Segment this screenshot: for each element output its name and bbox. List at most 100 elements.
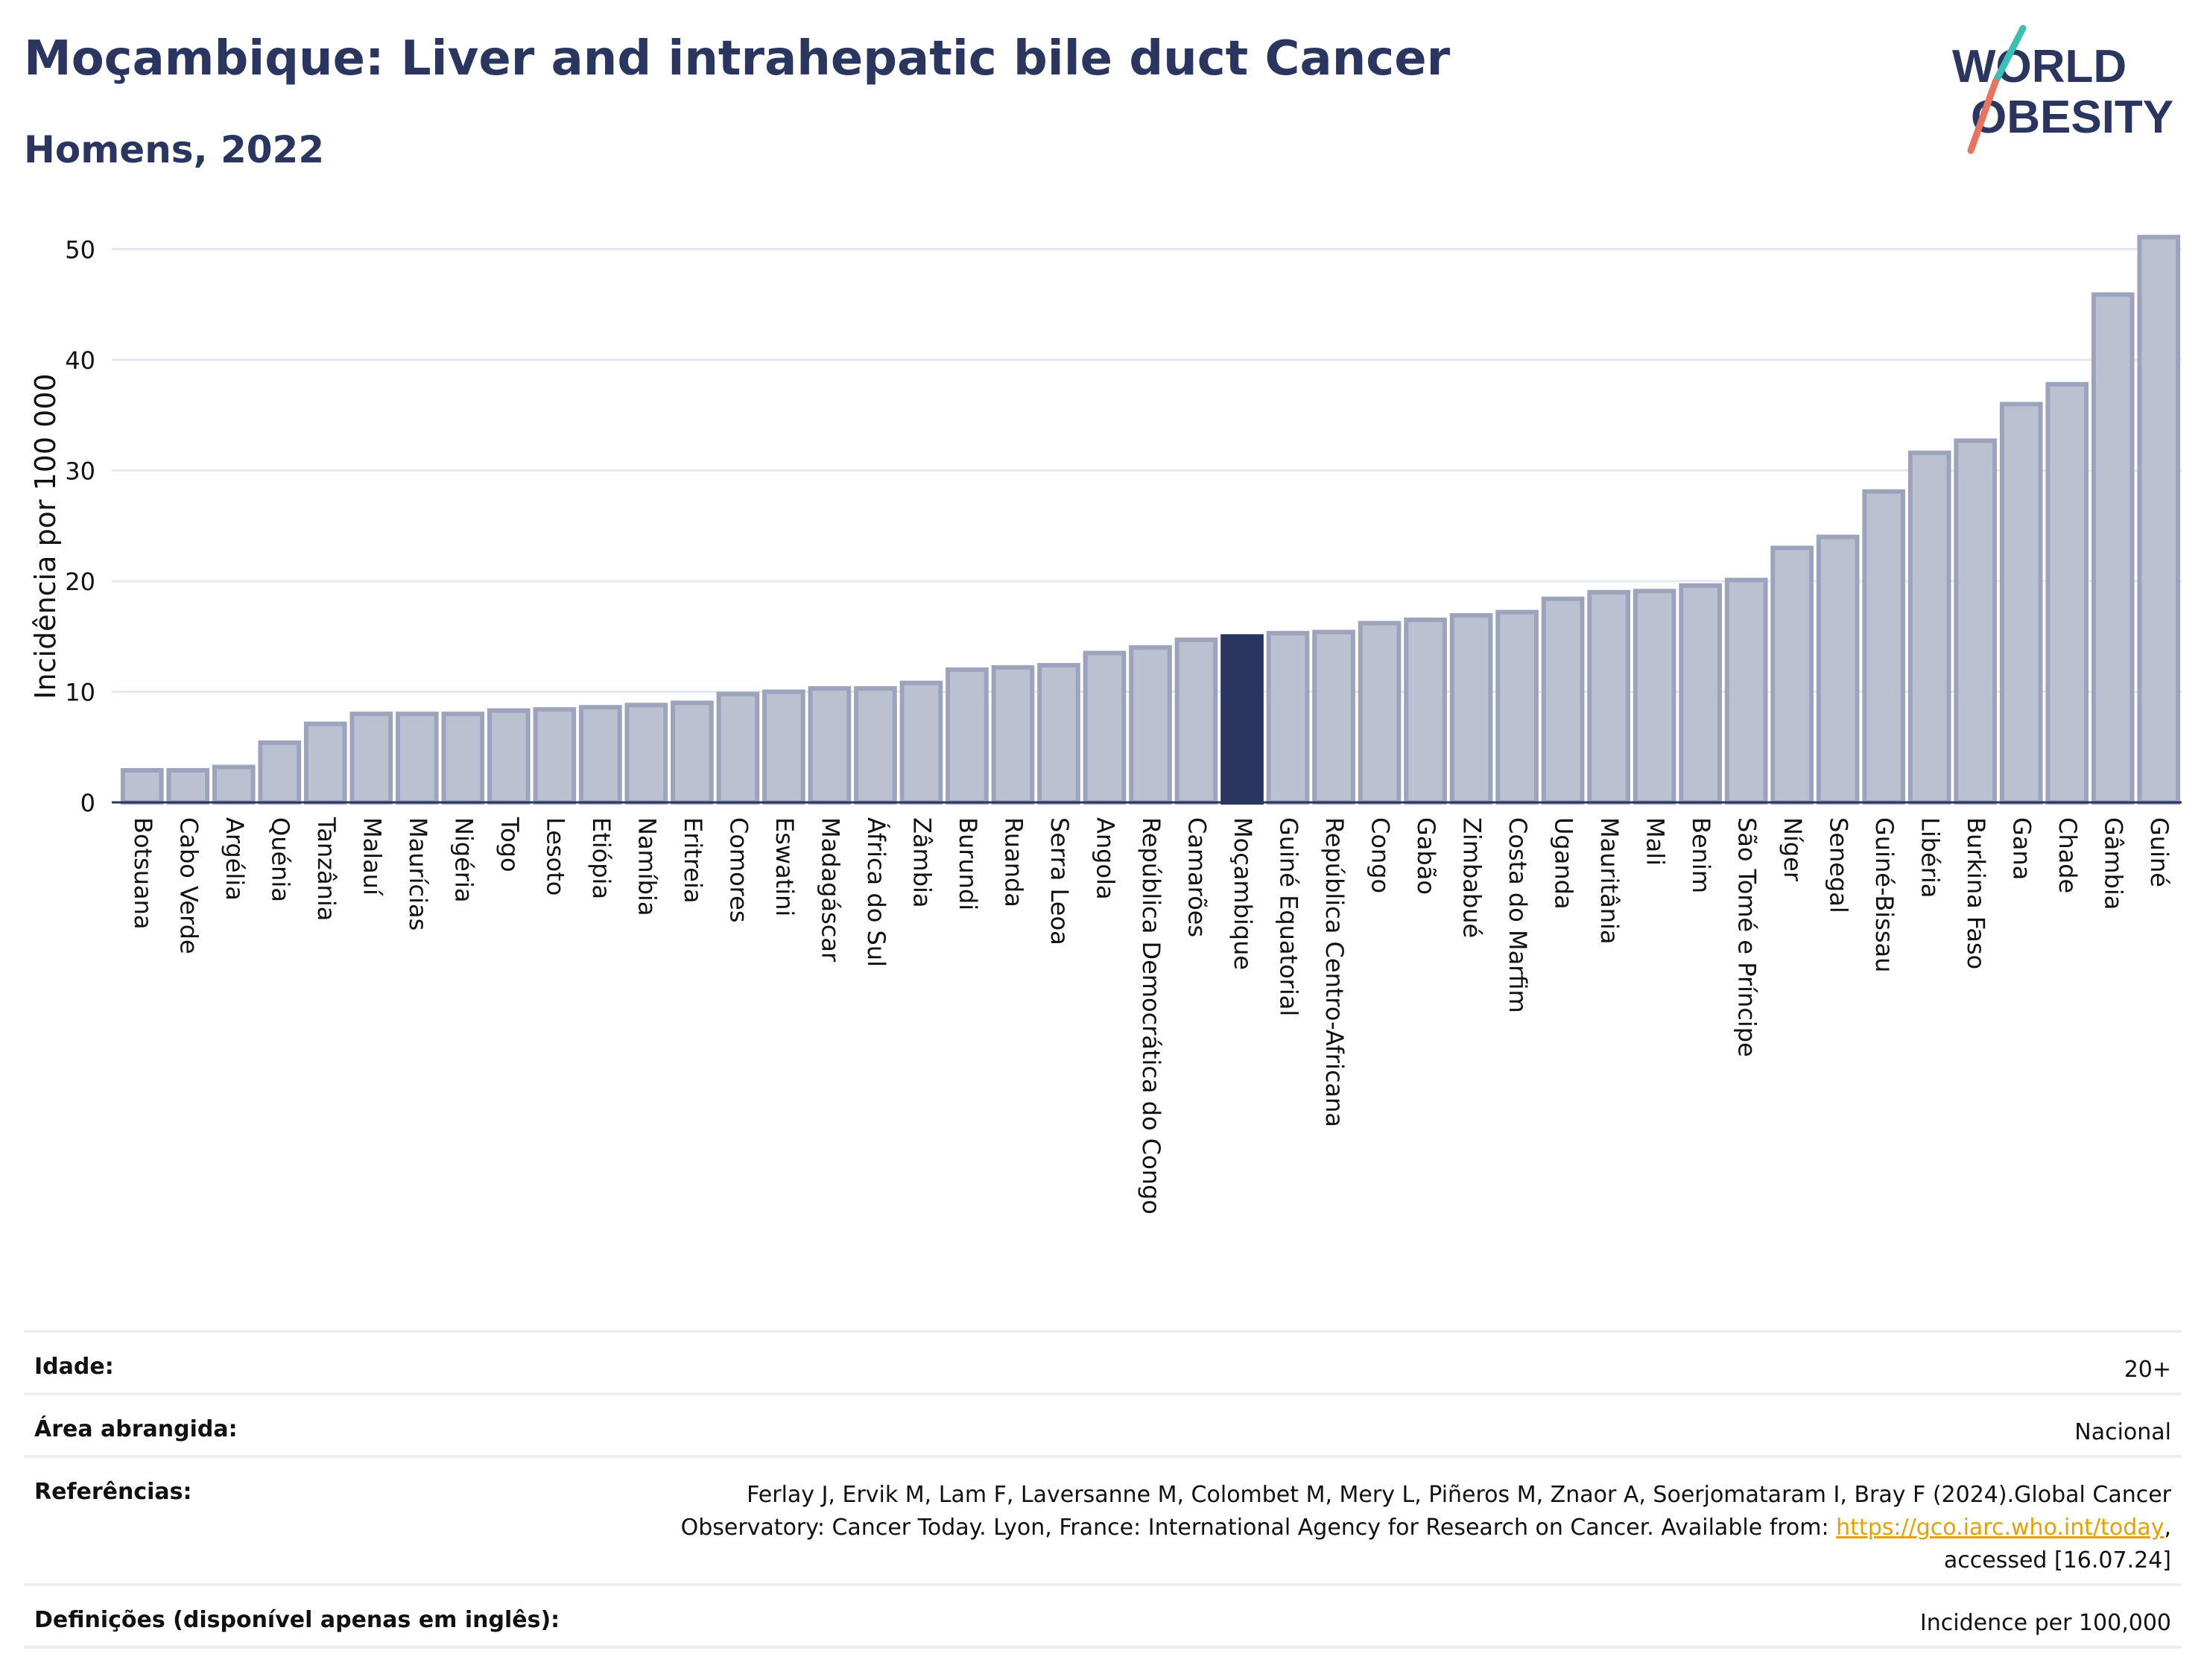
- x-tick-label: Eritreia: [679, 817, 707, 903]
- bar: [1587, 589, 1630, 805]
- bar: [1770, 545, 1814, 805]
- bar: [258, 740, 302, 805]
- meta-label-references: Referências:: [34, 1479, 192, 1505]
- x-tick-label: Tanzânia: [312, 817, 341, 921]
- meta-value-definitions: Incidence per 100,000: [1919, 1610, 2171, 1636]
- x-tick-label: Gana: [2008, 817, 2036, 880]
- bar: [1999, 402, 2043, 805]
- x-tick-label: Guiné Equatorial: [1275, 817, 1303, 1016]
- x-tick-label: Guiné-Bissau: [1870, 817, 1899, 972]
- bars: [120, 235, 2181, 805]
- meta-value-age: 20+: [2124, 1357, 2171, 1383]
- bar: [1449, 613, 1493, 805]
- x-tick-label: Níger: [1779, 817, 1807, 882]
- x-tick-label: Etiópia: [587, 817, 615, 899]
- meta-value-area: Nacional: [2074, 1419, 2171, 1445]
- reference-line-1: Ferlay J, Ervik M, Lam F, Laversanne M, …: [747, 1482, 2171, 1508]
- x-tick-label: Zâmbia: [908, 817, 936, 908]
- x-tick-label: Zimbabué: [1458, 817, 1486, 938]
- x-tick-label: Camarões: [1183, 817, 1212, 937]
- bar: [854, 686, 897, 805]
- y-tick-label: 20: [65, 568, 95, 596]
- bar: [303, 721, 347, 805]
- y-axis-label: Incidência por 100 000: [29, 373, 62, 699]
- x-tick-label: Serra Leoa: [1045, 817, 1074, 945]
- x-tick-label: Libéria: [1916, 817, 1945, 898]
- meta-value-references: Ferlay J, Ervik M, Lam F, Laversanne M, …: [681, 1479, 2171, 1577]
- world-obesity-logo: WORLD OBESITY: [1952, 25, 2173, 154]
- bar: [808, 686, 852, 805]
- metadata-table: Idade: 20+ Área abrangida: Nacional Refe…: [24, 1330, 2182, 1649]
- bar: [120, 767, 164, 805]
- reference-line-2-text: Observatory: Cancer Today. Lyon, France:…: [680, 1515, 1837, 1541]
- bar: [1541, 596, 1585, 805]
- y-tick-label: 50: [65, 236, 95, 264]
- bar: [487, 708, 531, 805]
- x-tick-label: Namíbia: [633, 817, 661, 916]
- x-tick-label: Burundi: [954, 817, 982, 910]
- x-tick-label: Togo: [495, 817, 524, 872]
- meta-label-definitions: Definições (disponível apenas em inglês)…: [34, 1607, 560, 1633]
- x-tick-label: Comores: [724, 817, 753, 922]
- bar: [1083, 650, 1127, 805]
- bar: [1266, 630, 1310, 805]
- x-tick-label: Guiné: [2145, 817, 2173, 887]
- bar: [1633, 589, 1676, 805]
- bar: [762, 689, 805, 805]
- bar: [533, 707, 577, 805]
- page-title: Moçambique: Liver and intrahepatic bile …: [24, 31, 1451, 86]
- x-tick-label: Maurícias: [404, 817, 432, 931]
- x-tick-label: Angola: [1091, 817, 1119, 900]
- bar: [1724, 577, 1768, 805]
- bar: [1907, 450, 1951, 805]
- meta-row-references: Referências: Ferlay J, Ervik M, Lam F, L…: [24, 1455, 2182, 1583]
- x-tick-label: Lesoto: [541, 817, 569, 896]
- bar: [1816, 534, 1860, 805]
- bar: [441, 711, 485, 805]
- bar: [671, 700, 714, 805]
- x-tick-label: Senegal: [1825, 817, 1853, 913]
- y-tick-label: 30: [65, 457, 95, 486]
- logo-slash-coral: [1967, 78, 1999, 154]
- x-tick-label: São Tomé e Príncipe: [1733, 817, 1761, 1057]
- x-tick-label: Mauritânia: [1595, 817, 1624, 944]
- x-tick-label: Malauí: [358, 817, 386, 896]
- bar: [1037, 662, 1080, 805]
- meta-bottom-border: [24, 1646, 2182, 1649]
- bar-chart: 0 10 20 30 40 50 Botsuana Cabo Verde Argélia Qué…: [29, 235, 2182, 1214]
- page-subtitle: Homens, 2022: [24, 128, 325, 171]
- bar: [1404, 617, 1447, 805]
- x-tick-label: África do Sul: [862, 817, 890, 967]
- x-tick-label: Gabão: [1412, 817, 1440, 895]
- bar: [2045, 381, 2089, 805]
- bar: [395, 711, 439, 805]
- reference-link[interactable]: https://gco.iarc.who.int/today: [1836, 1515, 2165, 1541]
- bar: [1129, 645, 1172, 805]
- x-tick-label: Quénia: [266, 817, 294, 902]
- reference-line-2: Observatory: Cancer Today. Lyon, France:…: [681, 1512, 2171, 1544]
- bar: [1220, 634, 1264, 805]
- y-tick-label: 10: [65, 679, 95, 707]
- x-tick-label: Botsuana: [129, 817, 157, 930]
- reference-line-2-end: ,: [2164, 1515, 2171, 1541]
- bar: [946, 667, 989, 805]
- bar: [1312, 630, 1355, 805]
- bar: [1358, 621, 1402, 805]
- bar: [1679, 583, 1722, 805]
- x-tick-label: Nigéria: [449, 817, 478, 902]
- meta-label-age: Idade:: [34, 1354, 114, 1380]
- x-tick-label: República Centro-Africana: [1320, 817, 1349, 1127]
- bar: [349, 711, 393, 805]
- x-tick-label: Congo: [1367, 817, 1395, 893]
- bar: [991, 665, 1035, 805]
- x-tick-label: Benim: [1687, 817, 1715, 893]
- bar: [1954, 438, 1998, 805]
- reference-line-3: accessed [16.07.24]: [1943, 1547, 2171, 1573]
- bar: [212, 764, 256, 805]
- bar: [579, 705, 622, 805]
- x-tick-label: Moçambique: [1229, 817, 1257, 970]
- x-tick-label: Cabo Verde: [174, 817, 203, 954]
- bar: [1862, 489, 1906, 805]
- meta-row-age: Idade: 20+: [24, 1330, 2182, 1392]
- x-tick-label: Eswatini: [770, 817, 799, 916]
